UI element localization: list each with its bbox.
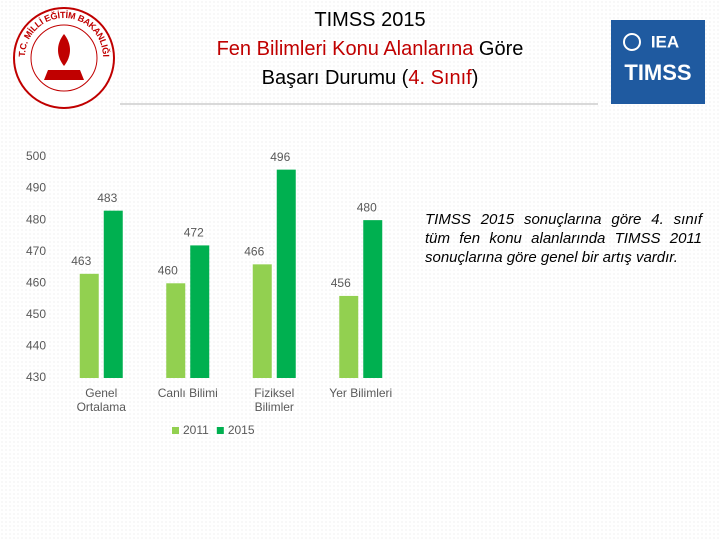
y-tick-label: 490: [26, 181, 46, 195]
bar: [339, 295, 359, 378]
logo-book: [44, 70, 84, 80]
logo-timss: TIMSS: [624, 60, 691, 85]
title: TIMSS 2015 Fen Bilimleri Konu Alanlarına …: [160, 6, 580, 93]
title-segment: 4. Sınıf: [408, 67, 472, 89]
title-segment: ): [471, 67, 479, 89]
y-tick-label: 470: [26, 244, 46, 258]
bar: [252, 264, 272, 378]
title-segment: Başarı Durumu (: [261, 67, 409, 89]
title-segment: TIMSS 2015: [314, 9, 426, 31]
y-tick-label: 480: [26, 212, 46, 226]
title-line: TIMSS 2015: [160, 6, 580, 35]
x-tick-label: Fiziksel Bilimler: [254, 386, 295, 414]
logo-box: [611, 20, 705, 104]
value-label: 480: [357, 200, 377, 214]
logo-iea: IEA: [651, 32, 679, 51]
right-logo: IEA TIMSS: [611, 20, 705, 104]
bar: [363, 220, 383, 378]
y-tick-label: 500: [26, 149, 46, 163]
title-segment: Fen Bilimleri Konu Alanlarına: [216, 38, 474, 60]
x-tick-label: Canlı Bilimi: [157, 386, 218, 400]
value-label: 463: [71, 254, 91, 268]
x-tick-label: Genel Ortalama: [76, 386, 126, 414]
bar: [166, 283, 186, 378]
legend-swatch: [172, 427, 179, 434]
y-tick-label: 450: [26, 307, 46, 321]
x-tick-label: Yer Bilimleri: [329, 386, 393, 400]
value-label: 496: [270, 150, 290, 164]
logo-globe: [623, 33, 641, 51]
bar: [79, 273, 99, 378]
y-tick-label: 460: [26, 275, 46, 289]
value-label: 460: [158, 263, 178, 277]
legend-label: 2011: [183, 423, 209, 437]
title-segment: Göre: [473, 38, 524, 60]
value-label: 456: [331, 276, 351, 290]
bar: [276, 169, 296, 378]
value-label: 483: [97, 191, 117, 205]
bar: [103, 210, 123, 378]
title-line: Fen Bilimleri Konu Alanlarına Göre: [160, 35, 580, 64]
title-line: Başarı Durumu (4. Sınıf): [160, 64, 580, 93]
legend-swatch: [216, 427, 224, 434]
logo-inner: [30, 24, 98, 92]
value-label: 472: [184, 226, 204, 240]
logo-flame: [58, 34, 70, 66]
legend-label: 2015: [228, 423, 255, 437]
left-logo: T.C. MİLLİ EĞİTİM BAKANLIĞI: [13, 7, 115, 109]
value-label: 466: [244, 245, 264, 259]
y-tick-label: 440: [26, 339, 46, 353]
bar: [190, 245, 210, 378]
note: TIMSS 2015 sonuçlarına göre 4. sınıf tüm…: [425, 211, 702, 266]
y-tick-label: 430: [26, 370, 46, 384]
